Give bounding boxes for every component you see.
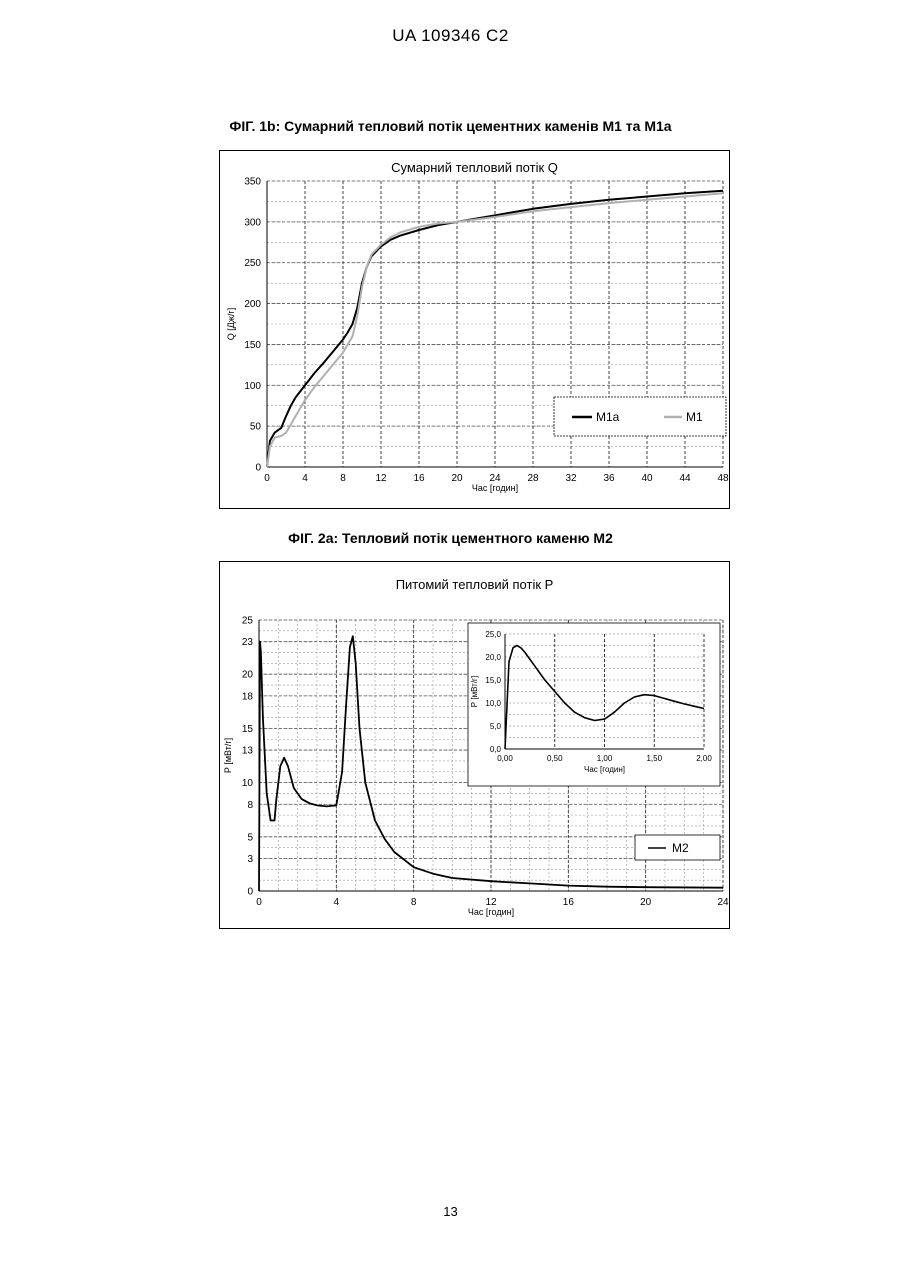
figure-1b-caption: ФІГ. 1b: Сумарний тепловий потік цементн…: [0, 118, 901, 134]
patent-header: UA 109346 C2: [0, 26, 901, 46]
x-tick-label: 8: [411, 897, 417, 908]
x-tick-label: 20: [640, 897, 652, 908]
page-number: 13: [0, 1204, 901, 1219]
x-tick-label: 4: [302, 473, 308, 484]
inset-x-tick-label: 1,00: [597, 754, 613, 763]
y-tick-label: 20: [242, 670, 254, 681]
inset-y-axis-label: Р [мВт/г]: [470, 676, 479, 707]
inset-y-tick-label: 5,0: [490, 722, 502, 731]
y-tick-label: 100: [244, 381, 261, 392]
chart-title: Сумарний тепловий потік Q: [391, 160, 558, 175]
x-tick-label: 8: [340, 473, 346, 484]
y-tick-label: 3: [247, 854, 253, 865]
x-axis-label: Час [годин]: [472, 483, 518, 493]
y-tick-label: 25: [242, 616, 254, 627]
y-tick-label: 150: [244, 340, 261, 351]
x-tick-label: 44: [679, 473, 691, 484]
y-tick-label: 0: [247, 887, 253, 898]
inset-x-tick-label: 2,00: [696, 754, 712, 763]
inset-y-tick-label: 15,0: [485, 676, 501, 685]
inset-x-tick-label: 0,50: [547, 754, 563, 763]
y-tick-label: 250: [244, 258, 261, 269]
chart-title: Питомий тепловий потік Р: [396, 577, 554, 592]
y-tick-label: 15: [242, 724, 254, 735]
inset-x-tick-label: 1,50: [646, 754, 662, 763]
y-tick-label: 5: [247, 832, 253, 843]
figure-2a-caption: ФІГ. 2а: Тепловий потік цементного камен…: [0, 530, 901, 546]
legend-label-m1a: M1a: [596, 410, 620, 424]
inset-x-tick-label: 0,00: [497, 754, 513, 763]
legend-label-m1: M1: [686, 410, 703, 424]
chart-2-svg: Питомий тепловий потік Р 0 3 5 8 10 13 15 18 20 23…: [220, 562, 729, 928]
x-tick-label: 36: [603, 473, 615, 484]
inset-chart: 0,0 5,0 10,0 15,0 20,0 25,0 0,00 0,50 1,00 1,50 2,…: [468, 623, 720, 786]
x-tick-label: 28: [527, 473, 539, 484]
x-tick-label: 24: [717, 897, 729, 908]
x-axis-label: Час [годин]: [468, 907, 514, 917]
x-tick-label: 40: [641, 473, 653, 484]
y-tick-label: 13: [242, 746, 254, 757]
inset-x-axis-label: Час [годин]: [584, 765, 625, 774]
x-tick-label: 48: [717, 473, 729, 484]
legend: M1a M1: [554, 397, 726, 436]
inset-y-tick-label: 0,0: [490, 745, 502, 754]
x-tick-label: 16: [563, 897, 575, 908]
inset-y-tick-label: 20,0: [485, 653, 501, 662]
y-tick-label: 18: [242, 691, 254, 702]
chart-total-heat-flow: Сумарний тепловий потік Q050100150200250…: [219, 150, 730, 509]
legend-label-m2: M2: [672, 841, 689, 855]
x-tick-label: 16: [413, 473, 425, 484]
y-tick-label: 200: [244, 299, 261, 310]
x-tick-label: 0: [264, 473, 270, 484]
legend: M2: [635, 835, 720, 860]
x-tick-label: 4: [334, 897, 340, 908]
x-tick-label: 20: [451, 473, 463, 484]
y-tick-label: 8: [247, 800, 253, 811]
y-tick-label: 350: [244, 177, 261, 188]
x-tick-label: 0: [256, 897, 262, 908]
y-tick-label: 10: [242, 778, 254, 789]
inset-y-tick-label: 10,0: [485, 699, 501, 708]
y-axis-label: Q [Дж/г]: [226, 308, 236, 340]
y-axis-label: Р [мВт/г]: [223, 738, 233, 773]
x-tick-label: 32: [565, 473, 577, 484]
chart-specific-heat-flow: Питомий тепловий потік Р 0 3 5 8 10 13 15 18 20 23…: [219, 561, 730, 929]
y-tick-label: 50: [250, 422, 262, 433]
y-tick-label: 300: [244, 217, 261, 228]
inset-y-tick-label: 25,0: [485, 630, 501, 639]
y-tick-label: 0: [255, 463, 261, 474]
x-tick-label: 12: [375, 473, 387, 484]
y-tick-label: 23: [242, 637, 254, 648]
chart-1-svg: Сумарний тепловий потік Q050100150200250…: [220, 151, 729, 508]
